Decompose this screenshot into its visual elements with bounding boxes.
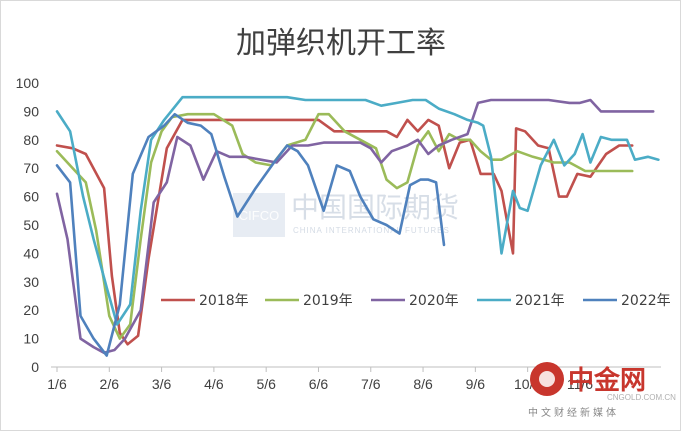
brand-logo: 中金网 CNGOLD.COM.CN 中文财经新媒体 — [528, 362, 676, 419]
legend-label: 2018年 — [199, 293, 249, 309]
legend-label: 2021年 — [515, 293, 565, 309]
x-tick-label: 4/6 — [204, 376, 224, 392]
y-tick-label: 40 — [23, 245, 39, 261]
series-line-2019 — [55, 112, 634, 340]
watermark-subtext: CHINA INTERNATIONAL FUTURES — [293, 226, 450, 235]
brand-logo-name: 中金网 — [568, 365, 646, 396]
legend-label: 2020年 — [409, 293, 459, 309]
x-tick-label: 9/6 — [466, 376, 486, 392]
legend-item-2019: 2019年 — [265, 293, 353, 309]
x-tick-label: 7/6 — [361, 376, 381, 392]
chart-title: 加弹织机开工率 — [236, 26, 446, 61]
x-tick-label: 3/6 — [152, 376, 172, 392]
y-tick-label: 0 — [31, 359, 39, 375]
brand-logo-domain: CNGOLD.COM.CN — [607, 393, 676, 402]
watermark: CIFCO 中国国际期货 CHINA INTERNATIONAL FUTURES — [233, 191, 459, 237]
y-axis: 0 10 20 30 40 50 60 70 80 90 100 — [16, 75, 40, 375]
brand-logo-sub: 中文财经新媒体 — [528, 406, 619, 419]
y-tick-label: 60 — [23, 189, 39, 205]
legend-item-2021: 2021年 — [477, 293, 565, 309]
x-tick-label: 5/6 — [256, 376, 276, 392]
y-tick-label: 90 — [23, 103, 39, 119]
legend-item-2020: 2020年 — [371, 293, 459, 309]
y-tick-label: 50 — [23, 217, 39, 233]
series-line-2020 — [55, 98, 655, 355]
watermark-badge: CIFCO — [239, 208, 279, 223]
x-tick-label: 1/6 — [47, 376, 67, 392]
y-tick-label: 70 — [23, 160, 39, 176]
x-tick-label: 6/6 — [309, 376, 329, 392]
legend: 2018年 2019年 2020年 2021年 2022年 — [161, 293, 671, 309]
x-axis: 1/6 2/6 3/6 4/6 5/6 6/6 7/6 8/6 9/6 10/6 11/6 — [47, 366, 661, 392]
series-line-2022 — [55, 112, 446, 357]
y-tick-label: 80 — [23, 132, 39, 148]
legend-label: 2022年 — [621, 293, 671, 309]
y-tick-label: 20 — [23, 302, 39, 318]
y-tick-label: 30 — [23, 274, 39, 290]
x-tick-label: 8/6 — [413, 376, 433, 392]
legend-label: 2019年 — [303, 293, 353, 309]
x-tick-label: 2/6 — [100, 376, 120, 392]
watermark-badge-box — [233, 193, 285, 237]
legend-item-2018: 2018年 — [161, 293, 249, 309]
x-tick-label: 11/6 — [567, 376, 593, 392]
series-line-2021 — [55, 95, 660, 326]
series-layer — [55, 95, 660, 357]
y-tick-label: 100 — [16, 75, 40, 91]
brand-logo-icon-inner — [539, 371, 555, 387]
y-tick-label: 10 — [23, 331, 39, 347]
legend-item-2022: 2022年 — [583, 293, 671, 309]
